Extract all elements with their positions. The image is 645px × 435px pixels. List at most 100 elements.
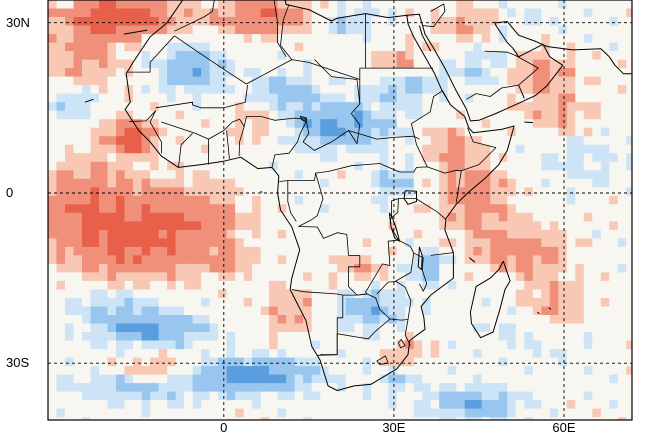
field-cell bbox=[167, 400, 177, 410]
field-cell bbox=[549, 76, 559, 86]
field-cell bbox=[524, 340, 534, 350]
field-cell bbox=[116, 263, 126, 273]
field-cell bbox=[439, 136, 449, 146]
field-cell bbox=[226, 229, 236, 239]
field-cell bbox=[260, 8, 270, 18]
field-cell bbox=[226, 221, 236, 231]
field-cell bbox=[277, 187, 287, 197]
field-cell bbox=[507, 417, 517, 420]
field-cell bbox=[116, 195, 126, 205]
field-cell bbox=[175, 178, 185, 188]
field-cell bbox=[515, 366, 525, 376]
field-cell bbox=[558, 68, 568, 78]
field-cell bbox=[575, 340, 585, 350]
field-cell bbox=[277, 144, 287, 154]
field-cell bbox=[473, 119, 483, 129]
field-cell bbox=[124, 178, 134, 188]
field-cell bbox=[549, 34, 559, 44]
field-cell bbox=[328, 51, 338, 61]
field-cell bbox=[201, 306, 211, 316]
field-cell bbox=[243, 178, 253, 188]
field-cell bbox=[541, 272, 551, 282]
field-cell bbox=[439, 340, 449, 350]
field-cell bbox=[252, 68, 262, 78]
field-cell bbox=[524, 153, 534, 163]
field-cell bbox=[90, 204, 100, 214]
field-cell bbox=[82, 212, 92, 222]
field-cell bbox=[617, 119, 627, 129]
field-cell bbox=[541, 102, 551, 112]
field-cell bbox=[209, 315, 219, 325]
field-cell bbox=[303, 306, 313, 316]
field-cell bbox=[626, 204, 632, 214]
field-cell bbox=[447, 408, 457, 418]
field-cell bbox=[558, 263, 568, 273]
field-cell bbox=[345, 51, 355, 61]
field-cell bbox=[73, 170, 83, 180]
field-cell bbox=[575, 357, 585, 367]
field-cell bbox=[107, 332, 117, 342]
field-cell bbox=[473, 374, 483, 384]
field-cell bbox=[260, 161, 270, 171]
field-cell bbox=[175, 221, 185, 231]
field-cell bbox=[294, 272, 304, 282]
field-cell bbox=[549, 229, 559, 239]
field-cell bbox=[456, 408, 466, 418]
field-cell bbox=[617, 178, 627, 188]
field-cell bbox=[243, 51, 253, 61]
field-cell bbox=[167, 366, 177, 376]
field-cell bbox=[345, 187, 355, 197]
field-cell bbox=[575, 76, 585, 86]
field-cell bbox=[447, 68, 457, 78]
field-cell bbox=[320, 400, 330, 410]
field-cell bbox=[396, 417, 406, 420]
field-cell bbox=[65, 289, 75, 299]
field-cell bbox=[549, 383, 559, 393]
field-cell bbox=[235, 127, 245, 137]
field-cell bbox=[226, 195, 236, 205]
field-cell bbox=[541, 8, 551, 18]
field-cell bbox=[260, 110, 270, 120]
field-cell bbox=[209, 136, 219, 146]
field-cell bbox=[626, 195, 632, 205]
field-cell bbox=[566, 357, 576, 367]
field-cell bbox=[201, 42, 211, 52]
field-cell bbox=[405, 59, 415, 69]
field-cell bbox=[184, 42, 194, 52]
field-cell bbox=[277, 195, 287, 205]
field-cell bbox=[260, 102, 270, 112]
field-cell bbox=[260, 170, 270, 180]
field-cell bbox=[328, 144, 338, 154]
field-cell bbox=[218, 332, 228, 342]
field-cell bbox=[175, 212, 185, 222]
field-cell bbox=[524, 298, 534, 308]
field-cell bbox=[422, 221, 432, 231]
field-cell bbox=[226, 17, 236, 27]
field-cell bbox=[609, 366, 619, 376]
field-cell bbox=[566, 136, 576, 146]
field-cell bbox=[345, 246, 355, 256]
field-cell bbox=[617, 127, 627, 137]
field-cell bbox=[371, 400, 381, 410]
field-cell bbox=[490, 349, 500, 359]
field-cell bbox=[396, 349, 406, 359]
field-cell bbox=[56, 8, 66, 18]
field-cell bbox=[617, 221, 627, 231]
field-cell bbox=[243, 93, 253, 103]
field-cell bbox=[286, 400, 296, 410]
field-cell bbox=[515, 340, 525, 350]
field-cell bbox=[549, 178, 559, 188]
field-cell bbox=[600, 136, 610, 146]
field-cell bbox=[541, 153, 551, 163]
field-cell bbox=[141, 315, 151, 325]
field-cell bbox=[90, 272, 100, 282]
field-cell bbox=[175, 298, 185, 308]
field-cell bbox=[490, 272, 500, 282]
field-cell bbox=[541, 246, 551, 256]
field-cell bbox=[56, 204, 66, 214]
field-cell bbox=[158, 417, 168, 420]
field-cell bbox=[133, 221, 143, 231]
field-cell bbox=[507, 306, 517, 316]
field-cell bbox=[184, 34, 194, 44]
field-cell bbox=[515, 349, 525, 359]
